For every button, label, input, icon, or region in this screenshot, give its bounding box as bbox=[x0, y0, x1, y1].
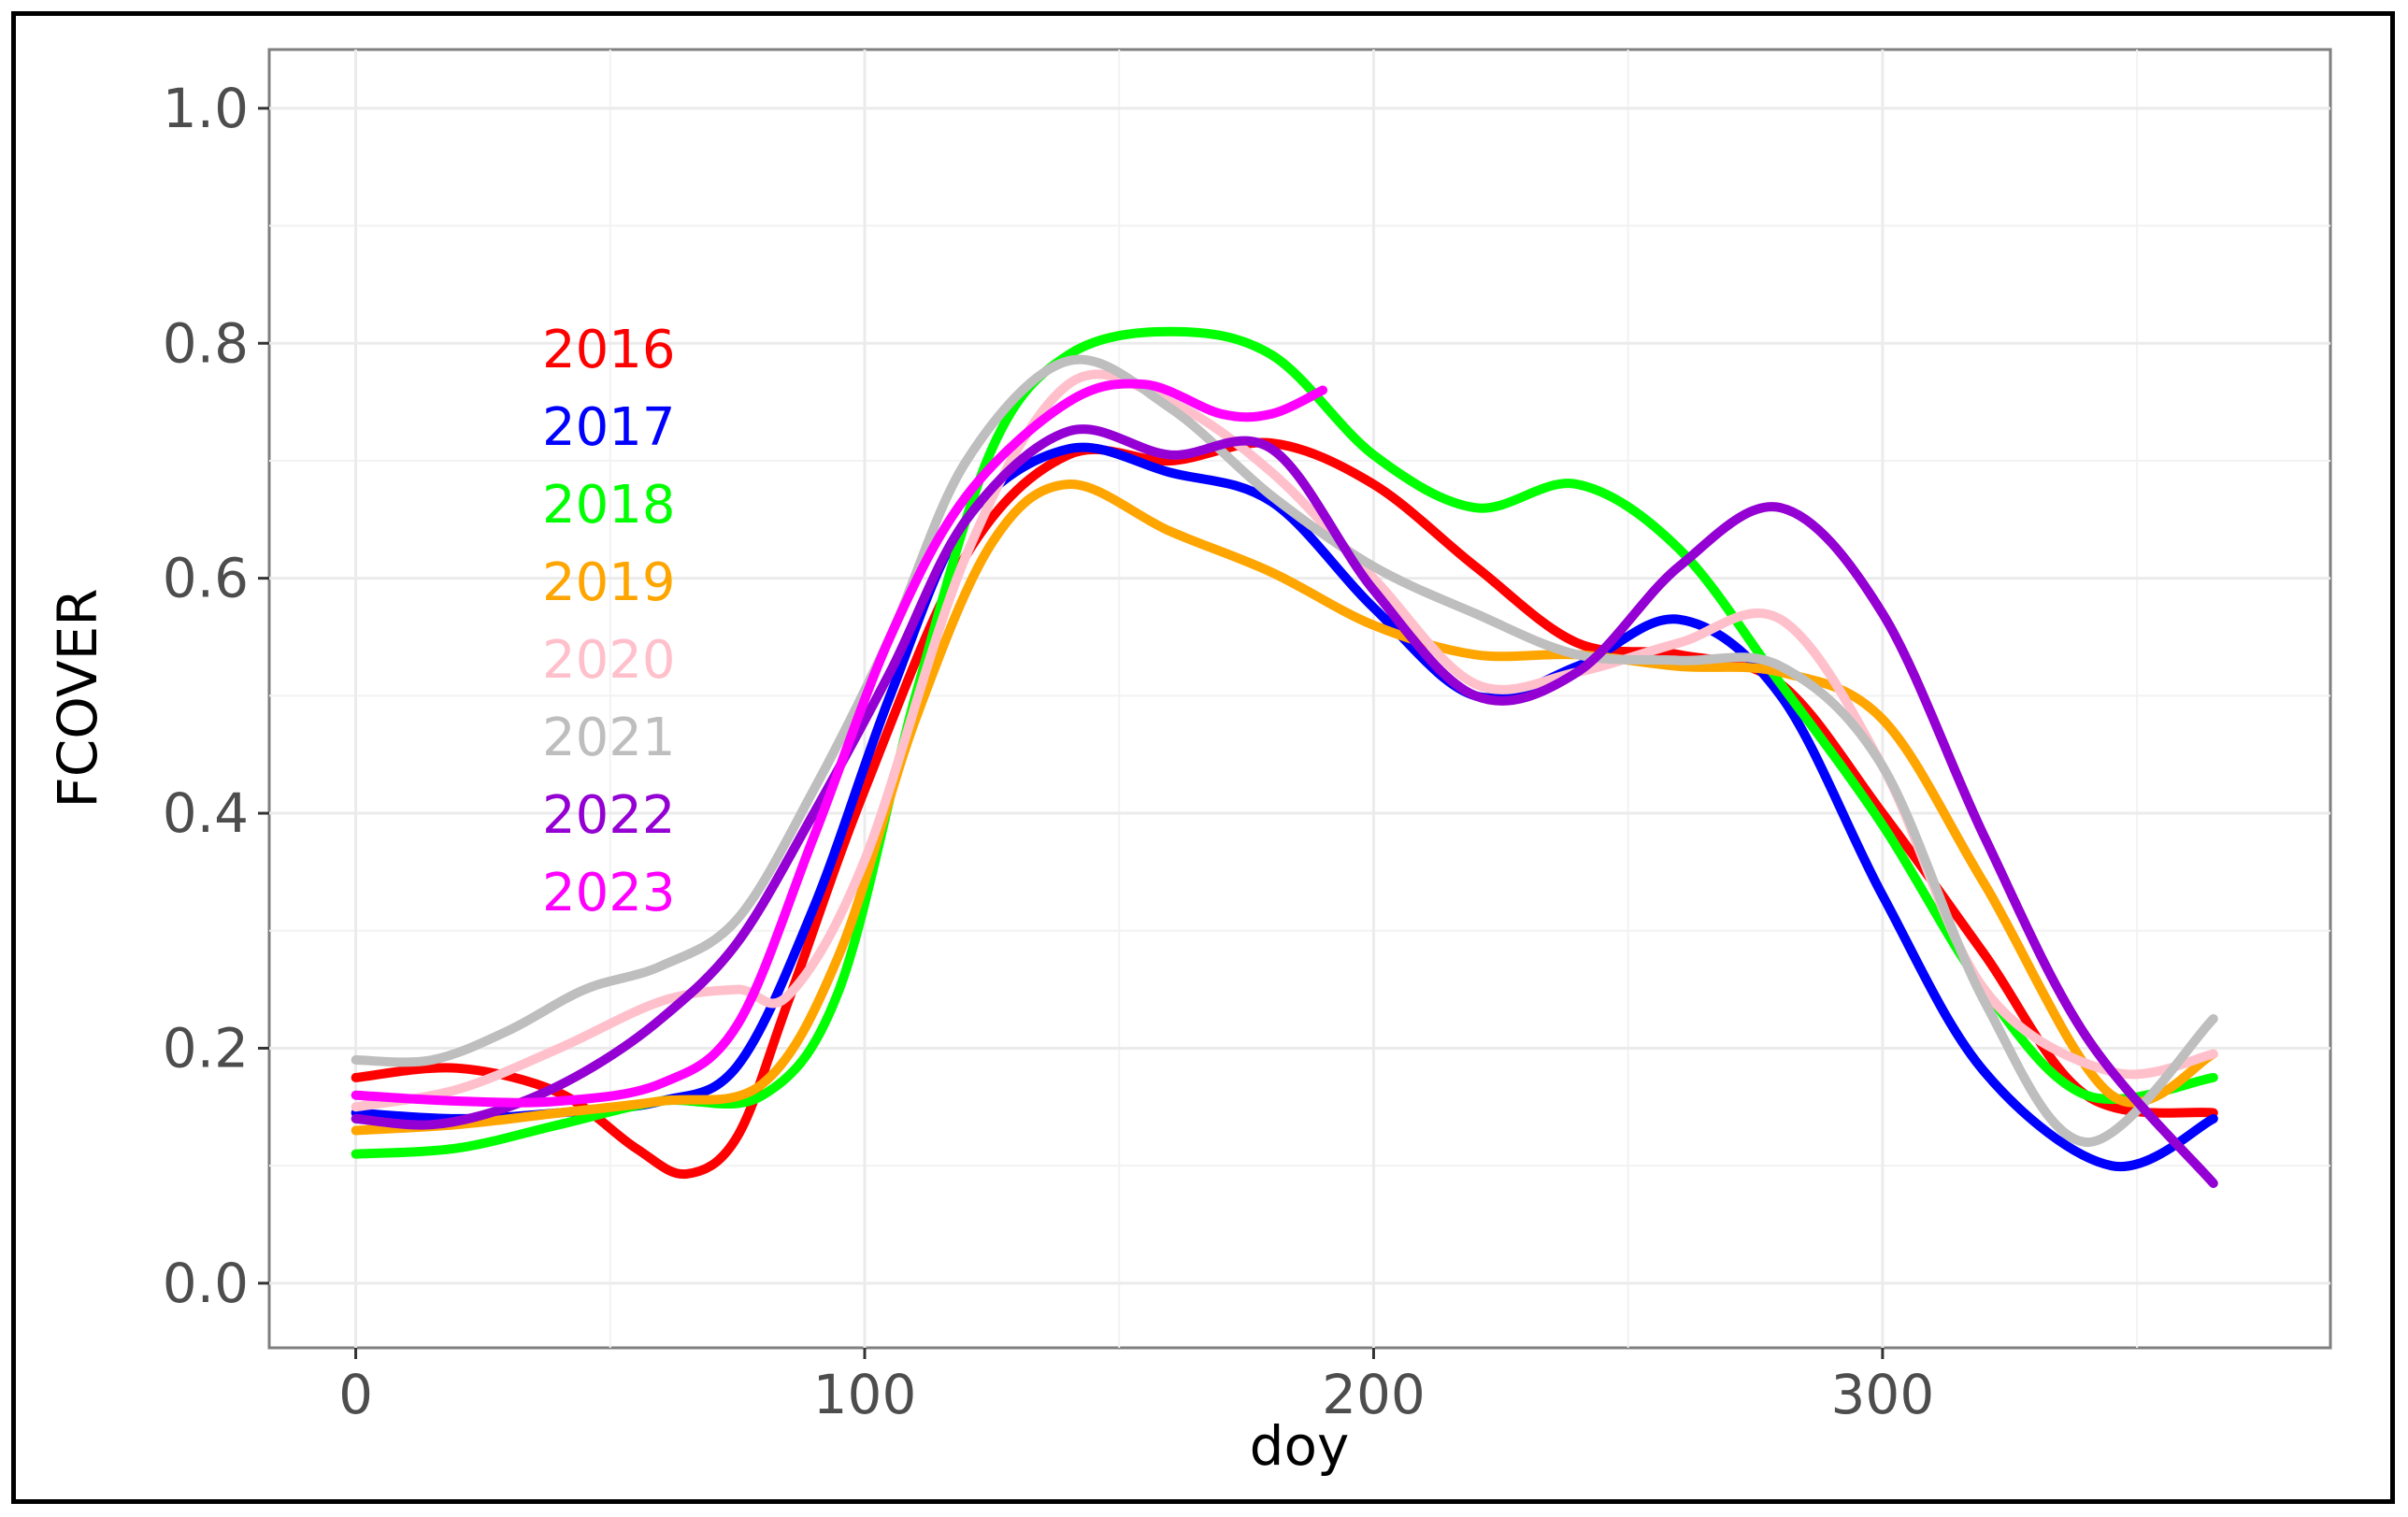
x-tick-label: 100 bbox=[813, 1363, 917, 1426]
legend: 2016 2017 2018 2019 2020 2021 2022 2023 bbox=[542, 320, 676, 923]
y-tick-label: 1.0 bbox=[163, 77, 249, 140]
series-line-2017 bbox=[351, 442, 2218, 1172]
legend-label-2020: 2020 bbox=[542, 630, 676, 691]
x-tick-label: 200 bbox=[1322, 1363, 1426, 1426]
legend-label-2016: 2016 bbox=[542, 320, 676, 380]
series-line-2021 bbox=[351, 354, 2218, 1147]
legend-label-2017: 2017 bbox=[542, 397, 676, 458]
legend-label-2023: 2023 bbox=[542, 863, 676, 923]
legend-label-2019: 2019 bbox=[542, 552, 676, 613]
series-line-2022 bbox=[351, 424, 2218, 1188]
y-tick-label: 0.4 bbox=[163, 781, 249, 845]
axes: 0 100 200 300 0.0 0.2 0.4 0.6 0.8 1.0 bbox=[163, 77, 1934, 1426]
legend-label-2021: 2021 bbox=[542, 708, 676, 768]
legend-label-2018: 2018 bbox=[542, 475, 676, 536]
series-line-2018 bbox=[351, 326, 2218, 1159]
x-tick-label: 0 bbox=[338, 1363, 373, 1426]
legend-label-2022: 2022 bbox=[542, 785, 676, 846]
y-tick-label: 0.6 bbox=[163, 547, 249, 610]
figure-frame: 0 100 200 300 0.0 0.2 0.4 0.6 0.8 1.0 2016 2017 201… bbox=[11, 11, 2395, 1504]
series-line-2023 bbox=[351, 379, 1327, 1108]
grid-lines bbox=[269, 50, 2330, 1348]
y-axis-title: FCOVER bbox=[46, 588, 109, 808]
plot-panel bbox=[267, 48, 2332, 1350]
series-line-2019 bbox=[351, 479, 2218, 1136]
y-tick-label: 0.0 bbox=[163, 1252, 249, 1315]
y-tick-label: 0.8 bbox=[163, 311, 249, 375]
x-axis-title: doy bbox=[1250, 1414, 1350, 1478]
x-tick-label: 300 bbox=[1831, 1363, 1935, 1426]
series-lines bbox=[351, 326, 2218, 1188]
series-line-2016 bbox=[351, 437, 2218, 1180]
y-tick-label: 0.2 bbox=[163, 1016, 249, 1080]
